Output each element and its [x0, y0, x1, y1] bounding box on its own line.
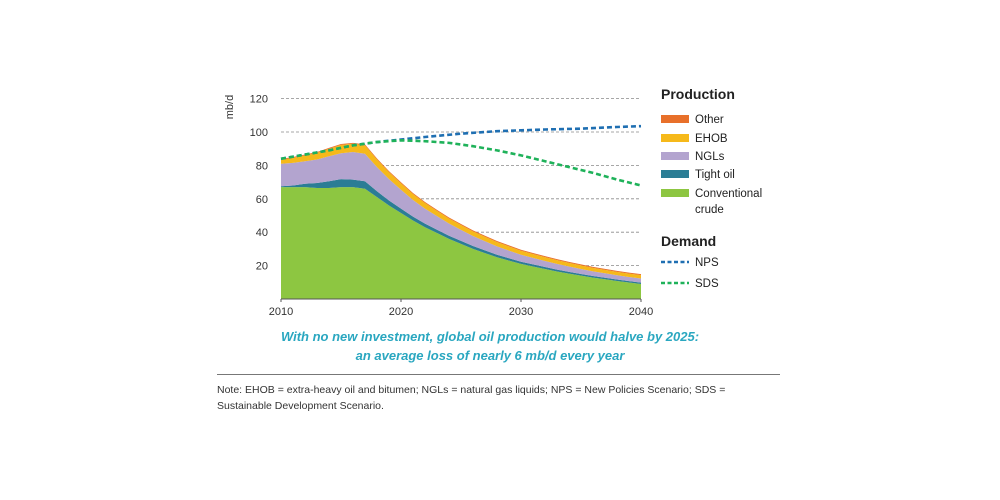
y-tick-label: 20 — [256, 261, 268, 273]
legend-label: Conventional — [695, 188, 762, 200]
chart-note: Note: EHOB = extra-heavy oil and bitumen… — [217, 384, 726, 412]
y-axis-label: mb/d — [224, 95, 236, 119]
x-tick-label: 2030 — [509, 306, 533, 318]
y-tick-label: 80 — [256, 160, 268, 172]
legend-demand-title: Demand — [661, 233, 716, 249]
note-divider — [217, 374, 780, 375]
chart-subtitle-line-1: With no new investment, global oil produ… — [280, 329, 700, 344]
x-tick-label: 2010 — [269, 306, 293, 318]
area-conventional-crude — [281, 187, 641, 299]
legend-label: Tight oil — [695, 169, 735, 181]
legend-label: Other — [695, 114, 724, 126]
legend-label-line-2: crude — [695, 204, 724, 216]
x-tick-labels: 2010 2020 2030 2040 — [269, 299, 653, 318]
legend-label: NGLs — [695, 151, 725, 163]
y-tick-labels: 20 40 60 80 100 120 — [250, 94, 268, 273]
y-tick-label: 60 — [256, 194, 268, 206]
legend-production-title: Production — [661, 86, 735, 102]
demand-lines — [280, 124, 642, 187]
legend-swatch — [661, 170, 689, 178]
area-ngls — [281, 152, 641, 283]
legend: Production Other EHOB NGLs Tight oil Conventi… — [661, 86, 762, 290]
y-tick-label: 100 — [250, 127, 268, 139]
legend-label: SDS — [695, 278, 719, 290]
legend-swatch — [661, 115, 689, 123]
line-sds — [280, 139, 642, 187]
chart-subtitle-line-2: an average loss of nearly 6 mb/d every y… — [355, 348, 625, 363]
legend-label: EHOB — [695, 133, 728, 145]
legend-swatch — [661, 134, 689, 142]
legend-swatch — [661, 189, 689, 197]
y-tick-label: 40 — [256, 227, 268, 239]
y-tick-label: 120 — [250, 94, 268, 106]
legend-label: NPS — [695, 257, 719, 269]
x-tick-label: 2040 — [629, 306, 653, 318]
production-areas — [281, 142, 641, 299]
x-tick-label: 2020 — [389, 306, 413, 318]
area-ehob — [281, 143, 641, 279]
legend-swatch — [661, 152, 689, 160]
